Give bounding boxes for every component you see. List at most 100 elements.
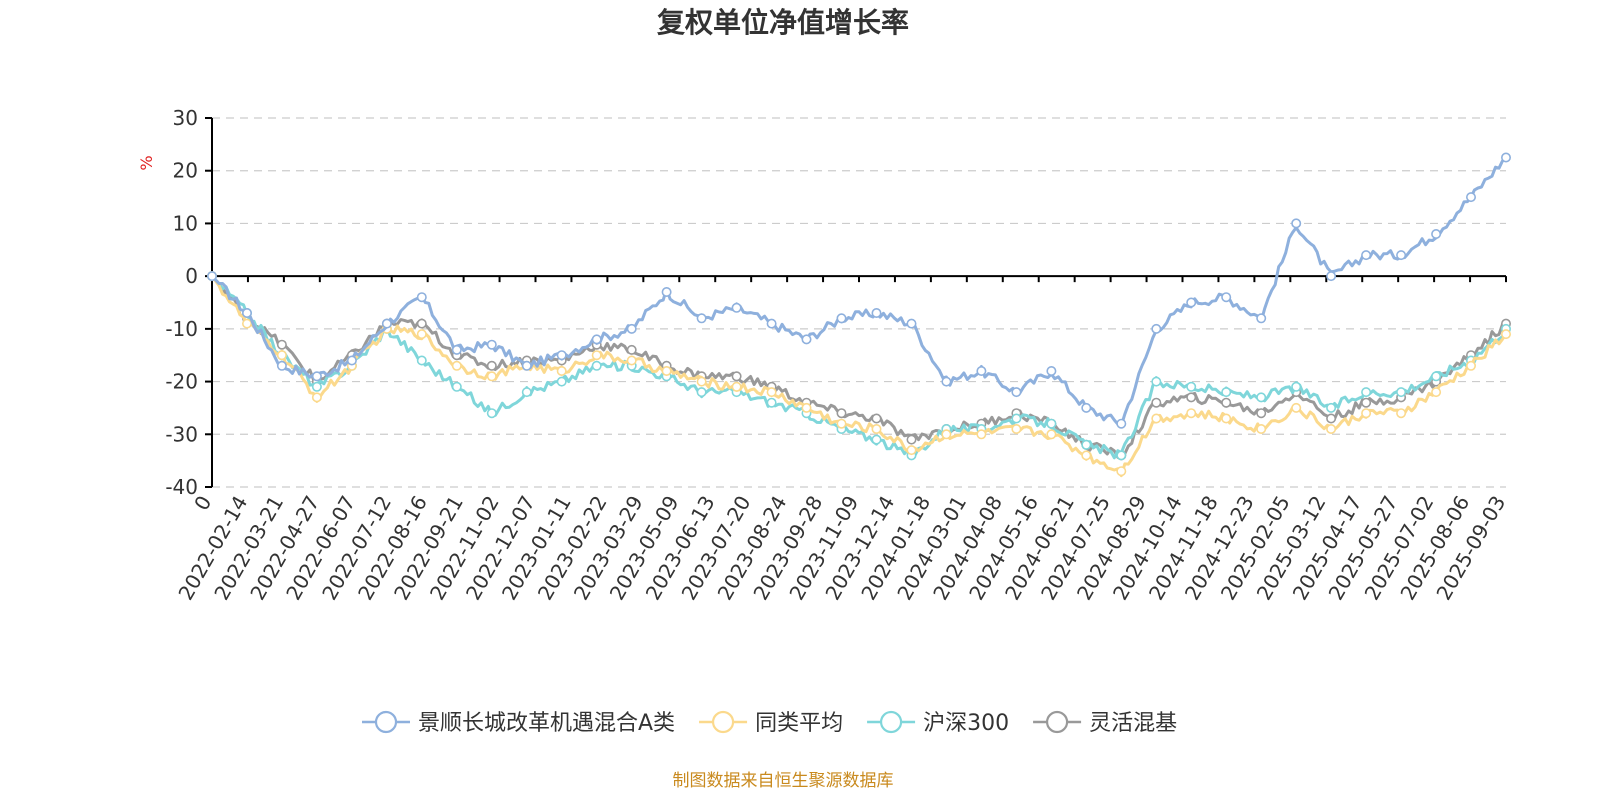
data-point bbox=[1046, 429, 1057, 440]
data-point bbox=[661, 365, 672, 376]
y-tick-label: 20 bbox=[173, 159, 198, 183]
data-point bbox=[871, 434, 882, 445]
data-point bbox=[416, 355, 427, 366]
legend-marker bbox=[1045, 710, 1069, 734]
legend-item-2[interactable]: 沪深300 bbox=[867, 710, 1009, 736]
data-point bbox=[451, 381, 462, 392]
data-point bbox=[311, 392, 322, 403]
data-point bbox=[1046, 418, 1057, 429]
data-point bbox=[591, 334, 602, 345]
data-point bbox=[906, 318, 917, 329]
data-point bbox=[556, 350, 567, 361]
data-point bbox=[1081, 402, 1092, 413]
x-tick-label: 0 bbox=[189, 492, 216, 515]
legend-item-3[interactable]: 灵活混基 bbox=[1033, 710, 1177, 736]
series-line-2 bbox=[210, 274, 1508, 460]
data-point bbox=[1501, 329, 1512, 340]
data-point bbox=[486, 408, 497, 419]
data-point bbox=[871, 413, 882, 424]
data-source-note: 制图数据来自恒生聚源数据库 bbox=[673, 771, 894, 791]
data-point bbox=[1151, 323, 1162, 334]
data-point bbox=[1116, 450, 1127, 461]
data-point bbox=[1186, 297, 1197, 308]
data-point bbox=[556, 365, 567, 376]
data-point bbox=[1466, 192, 1477, 203]
data-point bbox=[1151, 397, 1162, 408]
y-tick-label: 0 bbox=[185, 264, 198, 288]
data-point bbox=[1081, 439, 1092, 450]
data-point bbox=[486, 371, 497, 382]
data-point bbox=[451, 344, 462, 355]
data-point bbox=[1011, 423, 1022, 434]
data-point bbox=[1361, 397, 1372, 408]
data-point bbox=[1326, 271, 1337, 282]
data-point bbox=[276, 350, 287, 361]
data-point bbox=[1291, 218, 1302, 229]
data-point bbox=[1186, 381, 1197, 392]
legend-marker bbox=[879, 710, 903, 734]
data-point bbox=[801, 402, 812, 413]
y-tick-label: -30 bbox=[165, 422, 198, 446]
data-point bbox=[696, 387, 707, 398]
data-point bbox=[521, 387, 532, 398]
data-point bbox=[626, 355, 637, 366]
data-point bbox=[311, 381, 322, 392]
legend[interactable]: 景顺长城改革机遇混合A类 同类平均 沪深300 灵活混基 bbox=[362, 710, 1177, 736]
data-point bbox=[1116, 466, 1127, 477]
y-axis: 30 20 10 0 -10 -20 -30 -40 bbox=[165, 106, 213, 499]
data-point bbox=[836, 408, 847, 419]
data-point bbox=[416, 318, 427, 329]
data-point bbox=[1396, 408, 1407, 419]
data-point bbox=[1151, 376, 1162, 387]
y-tick-label: -20 bbox=[165, 370, 198, 394]
data-point bbox=[1256, 313, 1267, 324]
data-point bbox=[1431, 229, 1442, 240]
data-point bbox=[1011, 387, 1022, 398]
data-point bbox=[1116, 418, 1127, 429]
data-point bbox=[801, 334, 812, 345]
data-point bbox=[1256, 392, 1267, 403]
data-point bbox=[1466, 360, 1477, 371]
data-point bbox=[1221, 292, 1232, 303]
data-point bbox=[731, 302, 742, 313]
data-point bbox=[731, 381, 742, 392]
legend-item-0[interactable]: 景顺长城改革机遇混合A类 bbox=[362, 710, 675, 736]
series-lines bbox=[207, 152, 1512, 478]
legend-label: 景顺长城改革机遇混合A类 bbox=[418, 711, 675, 736]
data-point bbox=[1326, 423, 1337, 434]
data-point bbox=[1326, 402, 1337, 413]
data-point bbox=[1361, 408, 1372, 419]
data-point bbox=[941, 376, 952, 387]
data-point bbox=[836, 313, 847, 324]
data-point bbox=[976, 429, 987, 440]
y-tick-label: 30 bbox=[173, 106, 198, 130]
data-point bbox=[766, 318, 777, 329]
data-point bbox=[1256, 408, 1267, 419]
data-point bbox=[486, 339, 497, 350]
data-point bbox=[1396, 250, 1407, 261]
series-line-3 bbox=[210, 274, 1508, 459]
data-point bbox=[346, 355, 357, 366]
data-point bbox=[906, 445, 917, 456]
data-point bbox=[871, 423, 882, 434]
data-point bbox=[1501, 152, 1512, 163]
data-point bbox=[941, 429, 952, 440]
data-point bbox=[696, 376, 707, 387]
data-point bbox=[381, 318, 392, 329]
data-point bbox=[1431, 387, 1442, 398]
data-point bbox=[871, 307, 882, 318]
data-point bbox=[1361, 250, 1372, 261]
data-point bbox=[731, 371, 742, 382]
series-line-1 bbox=[210, 274, 1508, 478]
legend-item-1[interactable]: 同类平均 bbox=[699, 710, 843, 736]
y-tick-label: 10 bbox=[173, 211, 198, 235]
legend-marker bbox=[374, 710, 398, 734]
data-point bbox=[521, 360, 532, 371]
legend-marker bbox=[711, 710, 735, 734]
data-point bbox=[1396, 387, 1407, 398]
data-point bbox=[1221, 387, 1232, 398]
series-line-0 bbox=[210, 156, 1508, 428]
data-point bbox=[1326, 413, 1337, 424]
data-point bbox=[451, 360, 462, 371]
